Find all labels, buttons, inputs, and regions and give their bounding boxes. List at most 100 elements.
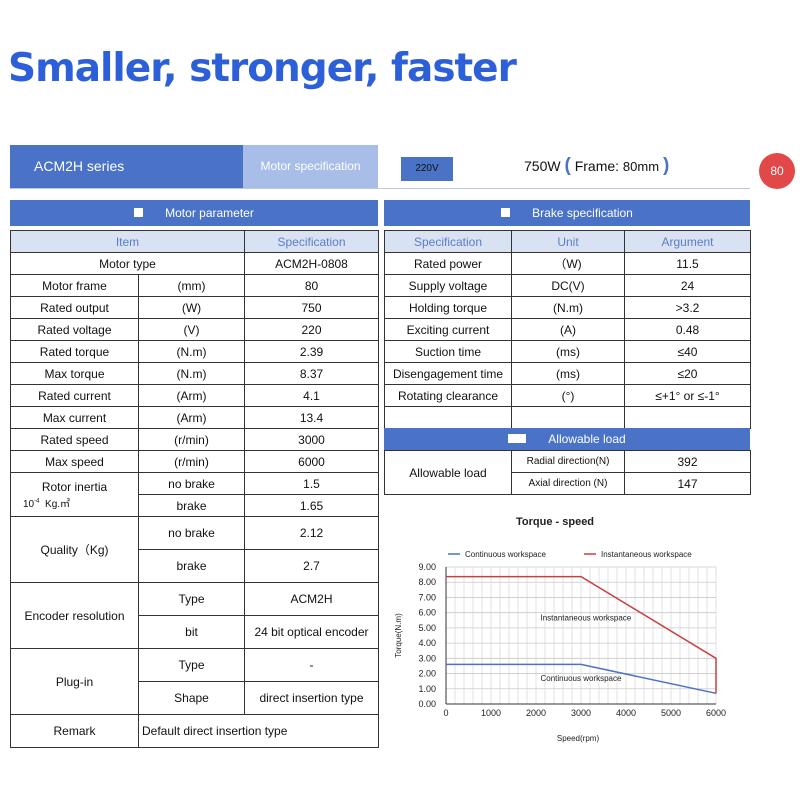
row-item: Rated speed: [10, 428, 139, 451]
allowable-load-title: Allowable load: [548, 432, 626, 446]
row-unit: brake: [138, 494, 245, 517]
y-tick-label: 9.00: [418, 562, 436, 572]
encoder-label: Encoder resolution: [10, 582, 139, 649]
x-tick-label: 3000: [571, 708, 591, 718]
row-argument: >3.2: [624, 296, 751, 319]
rotor-inertia-cell: Rotor inertia 10-4 Kg.㎡: [10, 472, 139, 517]
row-unit: (°): [511, 384, 625, 407]
row-unit: (V): [138, 318, 245, 341]
y-tick-label: 0.00: [418, 699, 436, 709]
row-unit: bit: [138, 615, 245, 649]
table-row: Supply voltage DC(V) 24: [384, 274, 751, 297]
row-unit: DC(V): [511, 274, 625, 297]
headline: Smaller, stronger, faster: [8, 46, 517, 91]
legend-label: Continuous workspace: [465, 550, 546, 559]
row-argument: 11.5: [624, 252, 751, 275]
row-unit: (mm): [138, 274, 245, 297]
frame-badge: 80: [759, 153, 795, 189]
y-tick-label: 8.00: [418, 577, 436, 587]
y-tick-label: 4.00: [418, 638, 436, 648]
header-specification: Specification: [384, 230, 512, 253]
axial-direction-value: 147: [624, 472, 751, 495]
row-unit: (ms): [511, 362, 625, 385]
row-item: Rated output: [10, 296, 139, 319]
table-row: Plug-in Type -: [10, 648, 379, 715]
x-tick-label: 6000: [706, 708, 726, 718]
radial-direction-label: Radial direction(N): [511, 450, 625, 473]
series-title: ACM2H series: [10, 145, 243, 188]
legend-label: Instantaneous workspace: [601, 550, 692, 559]
table-row: Max speed (r/min) 6000: [10, 450, 379, 473]
row-spec: Rated power: [384, 252, 512, 275]
frame-value: 80mm: [622, 159, 660, 174]
row-value: 80: [244, 274, 379, 297]
y-tick-label: 7.00: [418, 592, 436, 602]
row-value: ACM2H-0808: [244, 252, 379, 275]
y-axis-label: Torque(N.m): [394, 613, 403, 658]
region-annotation: Continuous workspace: [541, 674, 622, 683]
y-tick-label: 1.00: [418, 684, 436, 694]
table-row: Disengagement time (ms) ≤20: [384, 362, 751, 385]
row-value: 24 bit optical encoder: [244, 615, 379, 649]
remark-value: Default direct insertion type: [138, 714, 379, 748]
table-row: Quality（Kg) no brake 2.12: [10, 516, 379, 583]
table-row: Rated power （W) 11.5: [384, 252, 751, 275]
y-tick-label: 5.00: [418, 623, 436, 633]
allowable-load-bar: Allowable load: [384, 428, 750, 450]
row-value: 1.65: [244, 494, 379, 517]
row-unit: (A): [511, 318, 625, 341]
table-row: Rated current (Arm) 4.1: [10, 384, 379, 407]
row-value: direct insertion type: [244, 681, 379, 715]
row-unit: (r/min): [138, 450, 245, 473]
row-spec: Supply voltage: [384, 274, 512, 297]
row-unit: (N.m): [511, 296, 625, 319]
square-bullet-icon: [501, 208, 511, 218]
row-value: 4.1: [244, 384, 379, 407]
row-spec: Disengagement time: [384, 362, 512, 385]
row-unit: brake: [138, 549, 245, 583]
row-spec: Holding torque: [384, 296, 512, 319]
row-argument: ≤20: [624, 362, 751, 385]
frame-label: Frame:: [574, 158, 620, 174]
remark-label: Remark: [10, 714, 139, 748]
row-value: ACM2H: [244, 582, 379, 616]
series-line: [446, 663, 717, 695]
bracket-open: (: [564, 155, 571, 176]
power-frame-info: 750W ( Frame: 80mm ): [524, 155, 669, 177]
table-row: Motor type ACM2H-0808: [10, 252, 379, 275]
row-item: Max current: [10, 406, 139, 429]
power-value: 750W: [524, 158, 561, 174]
chart-title: Torque - speed: [516, 516, 595, 528]
row-unit: (r/min): [138, 428, 245, 451]
row-item: Motor type: [10, 252, 245, 275]
table-row: Max torque (N.m) 8.37: [10, 362, 379, 385]
motor-parameter-bar: Motor parameter: [10, 200, 378, 226]
rotor-inertia-unit: 10-4 Kg.㎡: [23, 498, 71, 510]
table-row: Rotating clearance (°) ≤+1° or ≤-1°: [384, 384, 751, 407]
y-tick-label: 6.00: [418, 608, 436, 618]
row-argument: ≤+1° or ≤-1°: [624, 384, 751, 407]
voltage-badge: 220V: [401, 157, 453, 181]
table-row: Rated speed (r/min) 3000: [10, 428, 379, 451]
table-row: bit 24 bit optical encoder: [11, 615, 379, 649]
table-row: Max current (Arm) 13.4: [10, 406, 379, 429]
row-argument: 24: [624, 274, 751, 297]
row-value: 220: [244, 318, 379, 341]
row-value: 3000: [244, 428, 379, 451]
spec-tab-label: Motor specification: [243, 145, 378, 188]
x-axis-label: Speed(rpm): [557, 734, 600, 743]
table-row: Rated voltage (V) 220: [10, 318, 379, 341]
row-value: 6000: [244, 450, 379, 473]
table-row: Rotor inertia 10-4 Kg.㎡ no brake 1.5: [10, 472, 379, 517]
row-unit: (Arm): [138, 406, 245, 429]
plugin-label: Plug-in: [10, 648, 139, 715]
motor-parameter-title: Motor parameter: [165, 206, 254, 220]
row-item: Max speed: [10, 450, 139, 473]
row-unit: (N.m): [138, 362, 245, 385]
row-value: 1.5: [244, 472, 379, 495]
table-row: Encoder resolution Type ACM2H: [10, 582, 379, 649]
row-argument: 0.48: [624, 318, 751, 341]
row-spec: Rotating clearance: [384, 384, 512, 407]
row-value: 750: [244, 296, 379, 319]
row-unit: Type: [138, 648, 245, 682]
